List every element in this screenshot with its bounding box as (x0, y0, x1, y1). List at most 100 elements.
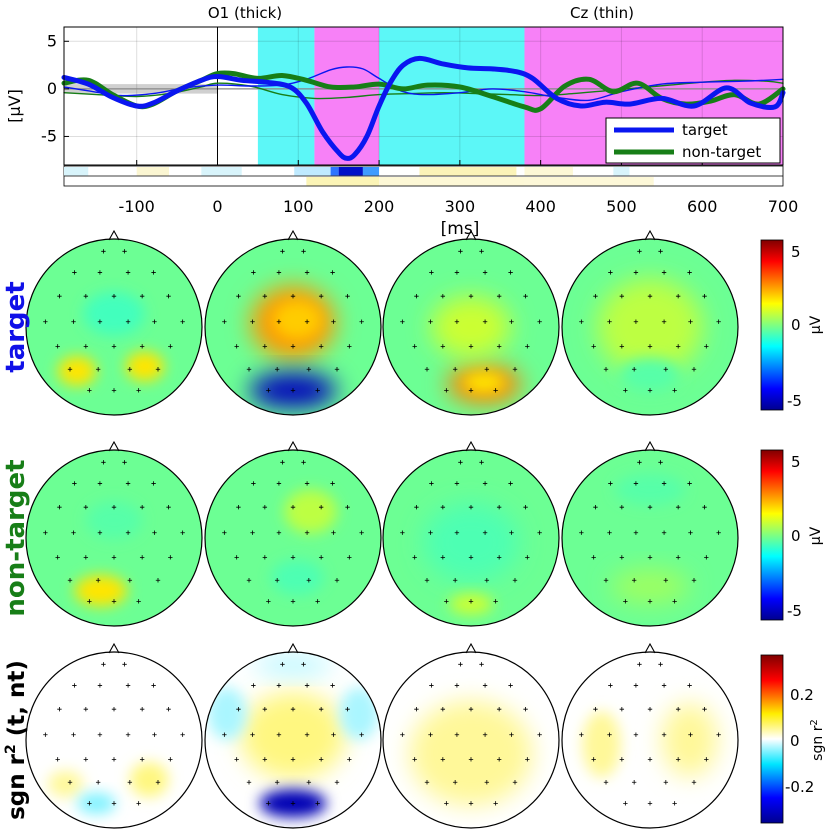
electrode (484, 780, 490, 785)
colorbar-target: 5 0 -5 µV (760, 239, 824, 411)
electrode (496, 344, 502, 349)
electrode (702, 294, 707, 299)
strip-o1-cell (136, 167, 170, 176)
electrode (444, 801, 449, 806)
strip-o1-cell (330, 167, 339, 176)
row-label-non-target: non-target (1, 459, 31, 616)
electrode (43, 530, 48, 535)
colorbar-non-target-tick-top: 5 (791, 453, 801, 471)
topomap-blob (272, 300, 323, 340)
electrode (647, 294, 653, 299)
colorbar-sgn-r2-tick-top: 0.2 (790, 686, 814, 704)
electrode (633, 732, 639, 737)
electrode (454, 732, 460, 737)
topomap-blob (253, 654, 333, 676)
electrode (250, 732, 255, 737)
electrode (716, 530, 721, 535)
electrode (290, 599, 296, 604)
electrode (672, 599, 677, 604)
electrode (318, 757, 324, 762)
nose-marker (108, 229, 120, 241)
strip-o1-cell (64, 167, 89, 176)
electrode (482, 481, 488, 486)
row-label-target: target (1, 281, 31, 372)
electrode (593, 294, 598, 299)
electrode (452, 367, 458, 372)
electrode (691, 578, 697, 583)
electrode (428, 530, 433, 535)
electrode (608, 481, 613, 486)
electrode (97, 481, 103, 486)
electrode (125, 481, 131, 486)
head-outline (561, 651, 739, 829)
electrode (125, 319, 131, 324)
head-outline (382, 651, 560, 829)
electrode (607, 530, 612, 535)
electrode (675, 707, 681, 712)
electrode (675, 555, 681, 560)
x-tick-label: 200 (364, 197, 395, 216)
electrode (345, 505, 350, 510)
electrode (125, 732, 131, 737)
electrode (246, 578, 252, 583)
electrode (672, 801, 677, 806)
electrode (43, 319, 48, 324)
electrode (444, 388, 449, 393)
electrode (661, 530, 667, 535)
strip-o1-cell (338, 167, 363, 176)
topomap-2-2 (204, 440, 382, 627)
topomap-blob (582, 710, 621, 778)
electrode (290, 757, 296, 762)
nose-marker (287, 229, 299, 241)
colorbar-non-target-tick-mid: 0 (791, 527, 801, 545)
electrode (458, 662, 463, 667)
electrode (251, 683, 256, 688)
electrode (496, 505, 502, 510)
strip-cz-cell (379, 177, 525, 186)
electrode (444, 599, 449, 604)
electrode (83, 344, 89, 349)
electrode (661, 683, 667, 688)
electrode (236, 707, 241, 712)
electrode (236, 294, 241, 299)
electrode-markers (579, 662, 721, 806)
electrode (468, 294, 474, 299)
electrode (429, 481, 434, 486)
electrode (661, 319, 667, 324)
head-outline (561, 449, 739, 627)
electrode (331, 319, 336, 324)
electrode (440, 344, 446, 349)
electrode (458, 460, 463, 465)
electrode (482, 732, 488, 737)
electrode (304, 732, 310, 737)
electrode (647, 707, 653, 712)
electrode (637, 460, 642, 465)
electrode (688, 319, 693, 324)
electrode (672, 388, 677, 393)
title-cz: Cz (thin) (570, 4, 634, 22)
topomap-3-2 (204, 642, 382, 829)
electrode (315, 388, 320, 393)
electrode (663, 780, 669, 785)
topomap-blob (271, 560, 324, 596)
electrode (318, 707, 324, 712)
electrode (359, 530, 364, 535)
significance-strips (63, 165, 784, 187)
electrode (168, 555, 173, 560)
electrode (579, 530, 584, 535)
electrode (591, 344, 596, 349)
electrode (72, 270, 77, 275)
legend-label-non-target: non-target (682, 143, 761, 161)
electrode (262, 344, 268, 349)
electrode (440, 707, 446, 712)
head-outline (25, 651, 203, 829)
electrode (440, 294, 446, 299)
electrode (57, 505, 62, 510)
electrode (111, 757, 117, 762)
electrode (101, 662, 106, 667)
electrode (619, 707, 625, 712)
electrode-markers (400, 249, 542, 393)
electrode (623, 388, 628, 393)
electrode (468, 599, 474, 604)
electrode (139, 707, 145, 712)
